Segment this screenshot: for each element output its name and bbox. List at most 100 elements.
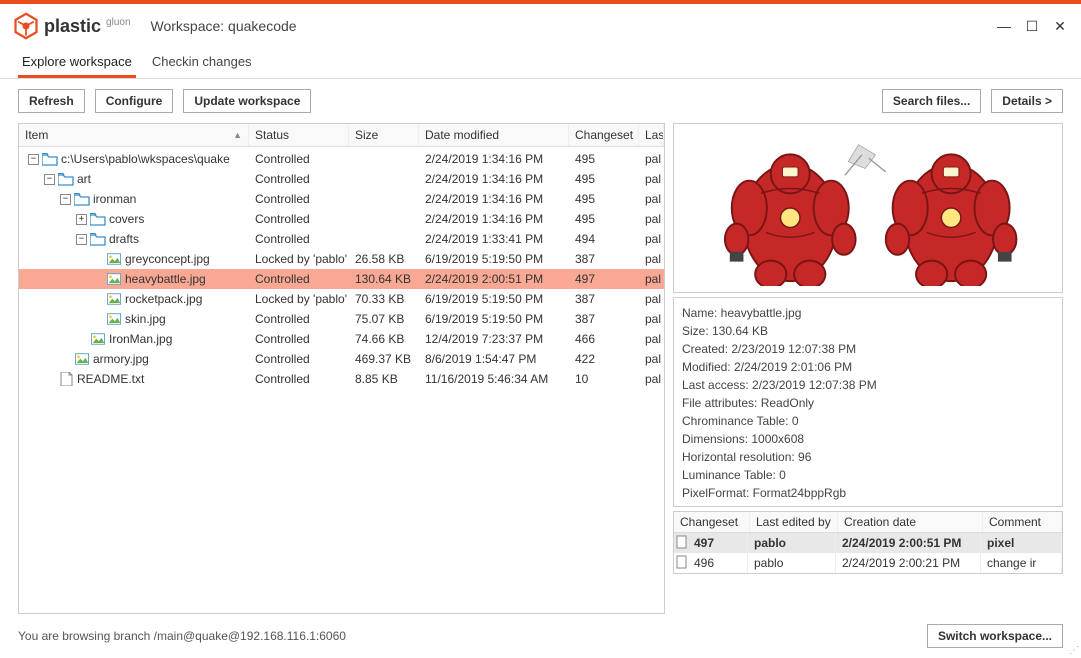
folder-icon xyxy=(90,232,106,246)
metadata-line: Size: 130.64 KB xyxy=(682,322,1054,340)
hist-cell: pablo xyxy=(748,533,836,553)
hist-col-date[interactable]: Creation date xyxy=(838,512,983,532)
tree-folder-row[interactable]: −draftsControlled2/24/2019 1:33:41 PM494… xyxy=(19,229,664,249)
image-icon xyxy=(106,312,122,326)
metadata-line: Created: 2/23/2019 12:07:38 PM xyxy=(682,340,1054,358)
cell-size: 8.85 KB xyxy=(349,372,419,386)
cell-last: pal xyxy=(639,212,664,226)
cell-status: Locked by 'pablo' xyxy=(249,252,349,266)
minimize-button[interactable]: — xyxy=(995,18,1013,35)
tree-file-row[interactable]: IronMan.jpgControlled74.66 KB12/4/2019 7… xyxy=(19,329,664,349)
image-icon xyxy=(106,272,122,286)
cell-last: pal xyxy=(639,232,664,246)
cell-date: 2/24/2019 1:33:41 PM xyxy=(419,232,569,246)
history-panel: Changeset Last edited by Creation date C… xyxy=(673,511,1063,574)
file-icon xyxy=(58,372,74,386)
item-name: heavybattle.jpg xyxy=(125,272,206,286)
configure-button[interactable]: Configure xyxy=(95,89,174,113)
details-pane: Name: heavybattle.jpgSize: 130.64 KBCrea… xyxy=(673,123,1063,614)
update-workspace-button[interactable]: Update workspace xyxy=(183,89,311,113)
close-button[interactable]: ✕ xyxy=(1051,18,1069,35)
cell-last: pal xyxy=(639,172,664,186)
col-changeset[interactable]: Changeset xyxy=(569,124,639,146)
cell-last: pal xyxy=(639,192,664,206)
expand-toggle[interactable]: − xyxy=(44,174,55,185)
refresh-button[interactable]: Refresh xyxy=(18,89,85,113)
tree-file-row[interactable]: heavybattle.jpgControlled130.64 KB2/24/2… xyxy=(19,269,664,289)
cell-date: 6/19/2019 5:19:50 PM xyxy=(419,312,569,326)
tab-checkin-changes[interactable]: Checkin changes xyxy=(148,48,256,78)
tree-file-row[interactable]: README.txtControlled8.85 KB11/16/2019 5:… xyxy=(19,369,664,389)
cell-status: Controlled xyxy=(249,332,349,346)
expand-toggle[interactable]: + xyxy=(76,214,87,225)
cell-cs: 497 xyxy=(569,272,639,286)
metadata-line: Horizontal resolution: 96 xyxy=(682,448,1054,466)
tree-file-row[interactable]: rocketpack.jpgLocked by 'pablo'70.33 KB6… xyxy=(19,289,664,309)
cell-cs: 387 xyxy=(569,292,639,306)
cell-last: pal xyxy=(639,292,664,306)
expand-toggle[interactable]: − xyxy=(60,194,71,205)
cell-size: 70.33 KB xyxy=(349,292,419,306)
file-tree-pane: Item▲ Status Size Date modified Changese… xyxy=(18,123,665,614)
item-name: c:\Users\pablo\wkspaces\quake xyxy=(61,152,230,166)
item-name: README.txt xyxy=(77,372,144,386)
history-rows: 497pablo2/24/2019 2:00:51 PMpixel496pabl… xyxy=(674,533,1062,573)
cell-status: Controlled xyxy=(249,152,349,166)
tree-folder-row[interactable]: −artControlled2/24/2019 1:34:16 PM495pal xyxy=(19,169,664,189)
resize-grip-icon[interactable]: ⋰ xyxy=(1069,645,1079,656)
cell-size: 469.37 KB xyxy=(349,352,419,366)
history-row[interactable]: 496pablo2/24/2019 2:00:21 PMchange ir xyxy=(674,553,1062,573)
cell-size: 75.07 KB xyxy=(349,312,419,326)
titlebar: plastic gluon Workspace: quakecode — ☐ ✕ xyxy=(0,4,1081,44)
item-name: art xyxy=(77,172,91,186)
col-last[interactable]: Las xyxy=(639,124,664,146)
switch-workspace-button[interactable]: Switch workspace... xyxy=(927,624,1063,648)
cell-cs: 494 xyxy=(569,232,639,246)
hist-col-changeset[interactable]: Changeset xyxy=(674,512,750,532)
hist-col-comment[interactable]: Comment xyxy=(983,512,1062,532)
toolbar: Refresh Configure Update workspace Searc… xyxy=(0,79,1081,123)
history-row[interactable]: 497pablo2/24/2019 2:00:51 PMpixel xyxy=(674,533,1062,553)
details-button[interactable]: Details > xyxy=(991,89,1063,113)
expand-toggle[interactable]: − xyxy=(28,154,39,165)
tree-file-row[interactable]: greyconcept.jpgLocked by 'pablo'26.58 KB… xyxy=(19,249,664,269)
expand-toggle[interactable]: − xyxy=(76,234,87,245)
maximize-button[interactable]: ☐ xyxy=(1023,18,1041,35)
tree-file-row[interactable]: skin.jpgControlled75.07 KB6/19/2019 5:19… xyxy=(19,309,664,329)
cell-cs: 495 xyxy=(569,172,639,186)
image-preview xyxy=(673,123,1063,293)
logo-hex-icon xyxy=(12,12,40,40)
col-size[interactable]: Size xyxy=(349,124,419,146)
tab-explore-workspace[interactable]: Explore workspace xyxy=(18,48,136,78)
metadata-line: Luminance Table: 0 xyxy=(682,466,1054,484)
tree-folder-row[interactable]: +coversControlled2/24/2019 1:34:16 PM495… xyxy=(19,209,664,229)
tree-file-row[interactable]: armory.jpgControlled469.37 KB8/6/2019 1:… xyxy=(19,349,664,369)
item-name: covers xyxy=(109,212,144,226)
tree-folder-row[interactable]: − c:\Users\pablo\wkspaces\quake Controlled… xyxy=(19,149,664,169)
cell-last: pal xyxy=(639,352,664,366)
col-status[interactable]: Status xyxy=(249,124,349,146)
hist-cell: change ir xyxy=(981,553,1062,573)
metadata-line: PixelFormat: Format24bppRgb xyxy=(682,484,1054,502)
search-files-button[interactable]: Search files... xyxy=(882,89,981,113)
window-controls: — ☐ ✕ xyxy=(995,18,1069,35)
col-item[interactable]: Item▲ xyxy=(19,124,249,146)
tree-folder-row[interactable]: −ironmanControlled2/24/2019 1:34:16 PM49… xyxy=(19,189,664,209)
main-tabs: Explore workspace Checkin changes xyxy=(0,44,1081,79)
folder-icon xyxy=(74,192,90,206)
cell-cs: 387 xyxy=(569,312,639,326)
hist-cell: pablo xyxy=(748,553,836,573)
cell-status: Controlled xyxy=(249,192,349,206)
changeset-icon xyxy=(674,535,688,552)
item-name: greyconcept.jpg xyxy=(125,252,210,266)
item-name: IronMan.jpg xyxy=(109,332,172,346)
col-date[interactable]: Date modified xyxy=(419,124,569,146)
folder-icon xyxy=(58,172,74,186)
file-tree[interactable]: −c:\Users\pablo\wkspaces\quakeControlled… xyxy=(19,147,664,613)
cell-status: Controlled xyxy=(249,372,349,386)
hist-col-editor[interactable]: Last edited by xyxy=(750,512,838,532)
cell-date: 6/19/2019 5:19:50 PM xyxy=(419,292,569,306)
app-logo: plastic gluon xyxy=(12,12,131,40)
metadata-line: Vertical resolution: 96 xyxy=(682,502,1054,507)
metadata-line: Modified: 2/24/2019 2:01:06 PM xyxy=(682,358,1054,376)
